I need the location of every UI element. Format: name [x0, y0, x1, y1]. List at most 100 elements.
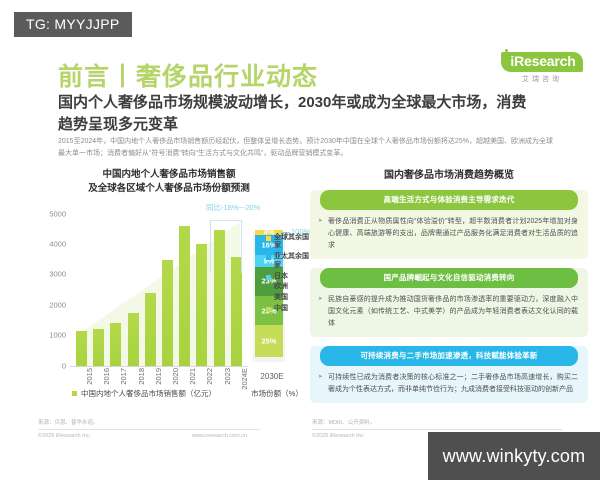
x-axis-tick: 2019	[153, 367, 163, 385]
series-legend-swatch	[72, 391, 77, 396]
chart-bar[interactable]	[196, 243, 208, 366]
stacked-segment-label: 16%	[261, 240, 277, 250]
series-legend-label: 中国内地个人奢侈品市场销售额（亿元）	[81, 389, 216, 398]
y-axis-tick: 0	[61, 361, 66, 370]
trend-block-heading: 国产品牌崛起与文化自信驱动消费转向	[319, 268, 579, 289]
trend-block: 高端生活方式与体验消费主导需求迭代奢侈品消费正从物质属性向“体验溢价”转型，超半…	[310, 190, 588, 260]
chart-bar[interactable]	[76, 331, 87, 366]
y-axis-tick: 1000	[49, 330, 66, 340]
footer-left-url: www.iresearch.com.cn	[192, 433, 248, 439]
x-axis-tick: 2021	[188, 367, 198, 385]
legend-swatch	[266, 285, 271, 291]
trend-block-body: 民族自豪感的提升成为推动国货奢侈品的市场渗透率的重要驱动力，深度融入中国文化元素…	[310, 288, 588, 330]
footer-left-rule	[38, 429, 260, 430]
page-description: 2015至2024年，中国内地个人奢侈品市场销售额历经起伏，但整体呈增长态势。预…	[58, 138, 553, 158]
stacked-legend-item[interactable]: 日本	[266, 273, 310, 282]
legend-swatch	[266, 296, 271, 301]
chart-title: 中国内地个人奢侈品市场销售额 及全球各区域个人奢侈品市场份额预测	[34, 166, 304, 197]
stacked-segment-label: 25%	[261, 336, 277, 346]
stacked-segment-label: 9%	[263, 256, 275, 266]
trend-block: 国产品牌崛起与文化自信驱动消费转向民族自豪感的提升成为推动国货奢侈品的市场渗透率…	[310, 268, 588, 338]
trend-block: 可持续消费与二手市场加速渗透，科技赋能体验革新可持续性已成为消费者决策的核心标准…	[310, 346, 588, 404]
x-axis-tick: 2022	[205, 367, 215, 385]
chart-annotation: 同比-18%~-20%	[206, 202, 261, 212]
stacked-legend-item[interactable]: 美国	[266, 294, 310, 303]
tg-watermark-badge: TG: MYYJJPP	[14, 12, 132, 37]
share-axis-label: 市场份额（%）	[251, 389, 303, 398]
panel-title: 国内奢侈品市场消费趋势概览	[384, 170, 514, 181]
footer-right-rule	[312, 429, 562, 430]
annotation-bracket	[210, 219, 242, 273]
stacked-x-label: 2030E	[260, 371, 284, 381]
chart-plot-area: 0 1000 2000 3000 4000 5000 同比-18%~-20% 4% 16% 9…	[34, 202, 310, 390]
x-axis-tick: 2017	[119, 367, 129, 385]
stacked-legend-item[interactable]: 亚太其余国家	[266, 253, 310, 271]
chart-card: 中国内地个人奢侈品市场销售额 及全球各区域个人奢侈品市场份额预测 0 1000 20…	[34, 166, 310, 414]
page-subtitle: 国内个人奢侈品市场规模波动增长，2030年或成为全球最大市场，消费趋势呈现多元变…	[58, 94, 527, 133]
y-axis-tick: 5000	[49, 209, 66, 218]
stacked-legend: 全球其余国家 亚太其余国家日本欧洲美国中国	[266, 234, 310, 316]
legend-swatch	[266, 235, 271, 241]
legend-label: 亚太其余国家	[274, 253, 309, 269]
legend-label: 日本	[274, 272, 288, 280]
chart-bar[interactable]	[93, 329, 105, 366]
y-axis-tick: 2000	[49, 300, 66, 310]
stacked-segment[interactable]: 9%	[255, 255, 283, 267]
legend-swatch	[266, 255, 271, 260]
trend-block-body: 奢侈品消费正从物质属性向“体验溢价”转型，超半数消费者计划2025年增加对身心健…	[310, 210, 588, 252]
site-watermark: www.winkyty.com	[428, 432, 600, 480]
chart-title-line2: 及全球各区域个人奢侈品市场份额预测	[88, 183, 250, 195]
logo-subtitle: 艾瑞咨询	[522, 76, 562, 84]
logo-mark: iResearch	[501, 49, 583, 73]
legend-label: 中国	[274, 304, 288, 312]
stacked-segment-label: 23%	[261, 276, 277, 286]
legend-label: 全球其余国家	[274, 233, 309, 250]
chart-bar[interactable]	[179, 226, 191, 366]
legend-swatch	[266, 306, 271, 312]
y-axis-tick: 3000	[49, 269, 66, 279]
legend-swatch	[266, 274, 271, 280]
chart-bar[interactable]	[230, 256, 242, 366]
chart-title-line1: 中国内地个人奢侈品市场销售额	[102, 169, 236, 180]
bar-group	[72, 214, 244, 366]
chart-bar[interactable]	[127, 313, 139, 366]
logo-name: iResearch	[510, 53, 576, 69]
stacked-total-label: 100%	[280, 226, 311, 236]
footer-right-copyright: ©2025 iResearch Inc.	[312, 433, 365, 439]
stacked-segment[interactable]: 16%	[255, 234, 283, 256]
stacked-segment[interactable]: 4%	[255, 227, 283, 237]
trend-block-body: 可持续性已成为消费者决策的核心标准之一；二手奢侈品市场高速增长，购买二奢成为个性…	[310, 366, 588, 396]
logo-dot-icon	[505, 49, 509, 52]
stacked-segment[interactable]: 23%	[255, 266, 283, 297]
y-axis: 0 1000 2000 3000 4000 5000	[36, 209, 66, 370]
x-axis-tick: 2020	[171, 367, 180, 385]
stacked-legend-item[interactable]: 中国	[266, 305, 310, 314]
x-axis-tick: 2016	[102, 367, 112, 385]
chart-bar[interactable]	[213, 229, 225, 366]
series-legend: 中国内地个人奢侈品市场销售额（亿元）	[72, 388, 216, 399]
stacked-legend-item[interactable]: 全球其余国家	[266, 234, 310, 252]
x-axis-tick: 2015	[85, 367, 94, 385]
footer-right-source: 来源：MDRi、公开资料。	[312, 420, 376, 426]
footer-left-copyright: ©2025 iResearch Inc.	[38, 433, 91, 439]
x-axis-tick: 2023	[222, 367, 232, 385]
stacked-segment[interactable]: 25%	[255, 325, 283, 358]
trend-block-list: 高端生活方式与体验消费主导需求迭代奢侈品消费正从物质属性向“体验溢价”转型，超半…	[310, 190, 588, 404]
legend-label: 欧洲	[274, 283, 288, 291]
footer-left-source: 来源：贝恩、普华永道。	[38, 420, 99, 426]
chart-bar[interactable]	[162, 260, 173, 366]
x-axis-line	[70, 365, 248, 367]
chart-bar[interactable]	[144, 293, 156, 366]
legend-label: 美国	[274, 294, 288, 301]
stacked-segment-label: 4%	[263, 227, 275, 237]
trend-block-heading: 可持续消费与二手市场加速渗透，科技赋能体验革新	[319, 346, 579, 367]
trend-overview-panel: 国内奢侈品市场消费趋势概览 高端生活方式与体验消费主导需求迭代奢侈品消费正从物质…	[310, 166, 588, 414]
iresearch-logo: iResearch 艾瑞咨询	[496, 49, 588, 84]
chart-bar[interactable]	[110, 322, 122, 366]
y-axis-tick: 4000	[49, 239, 66, 249]
stacked-legend-item[interactable]: 欧洲	[266, 283, 310, 292]
x-axis-tick: 2018	[136, 367, 146, 385]
x-axis-tick: 2024E	[239, 367, 249, 390]
page-title: 前言丨奢侈品行业动态	[58, 63, 319, 91]
